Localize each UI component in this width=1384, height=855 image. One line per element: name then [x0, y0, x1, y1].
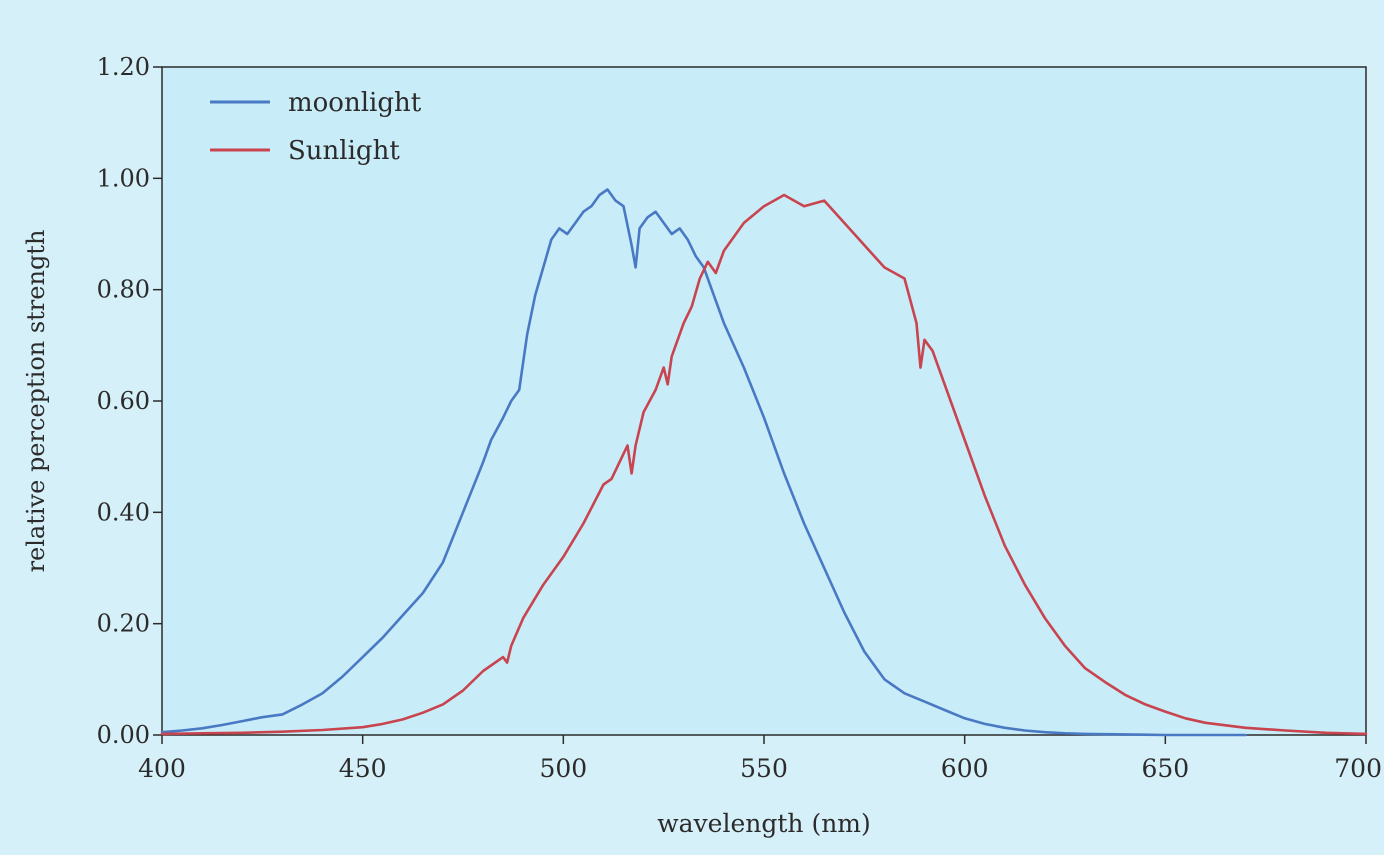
x-tick-label: 700	[1334, 754, 1382, 783]
x-tick-label: 400	[138, 754, 186, 783]
x-tick-label: 450	[339, 754, 387, 783]
x-axis-label: wavelength (nm)	[657, 809, 871, 838]
y-tick-label: 0.00	[97, 721, 150, 749]
legend-label-sunlight: Sunlight	[288, 136, 400, 166]
x-axis: 400 450 500 550 600 650 700	[138, 735, 1382, 783]
series-line-sunlight	[160, 193, 1368, 736]
x-tick-label: 500	[539, 754, 587, 783]
y-tick-label: 1.20	[97, 53, 150, 81]
series-line-moonlight	[160, 188, 1247, 737]
series-lines	[160, 188, 1368, 737]
y-tick-label: 0.40	[97, 498, 150, 526]
y-axis-label: relative perception strength	[22, 230, 50, 573]
legend: moonlight Sunlight	[210, 88, 422, 166]
y-tick-label: 0.60	[97, 387, 150, 415]
x-tick-label: 550	[740, 754, 788, 783]
y-tick-label: 0.80	[97, 276, 150, 304]
y-tick-label: 1.00	[97, 164, 150, 192]
y-axis: 0.00 0.20 0.40 0.60 0.80 1.00 1.20	[97, 53, 162, 749]
x-tick-label: 600	[941, 754, 989, 783]
legend-label-moonlight: moonlight	[288, 88, 422, 118]
x-tick-label: 650	[1141, 754, 1189, 783]
y-tick-label: 0.20	[97, 610, 150, 638]
plot-area	[161, 66, 1367, 736]
